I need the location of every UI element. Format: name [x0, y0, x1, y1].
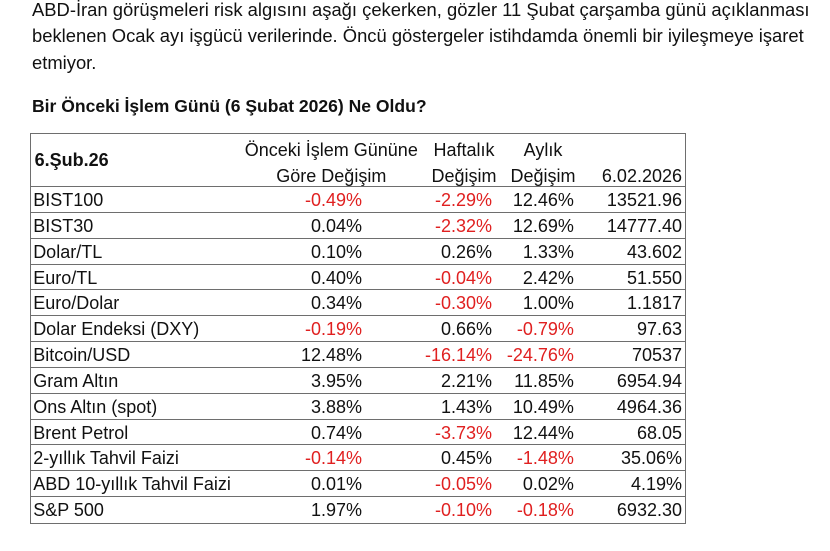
header-weekly-line-1: Haftalık	[433, 140, 495, 161]
header-weekly-change: Haftalık Değişim	[264, 138, 664, 189]
weekly-change-value: 1.43%	[440, 396, 492, 417]
table-row: Dolar/TL 0.10% 0.26% 1.33% 43.602	[31, 239, 685, 265]
daily-change-value: 0.04%	[310, 215, 362, 236]
close-value: 35.06%	[620, 448, 682, 469]
table-row: BIST100 -0.49% -2.29% 12.46% 13521.96	[31, 187, 685, 213]
daily-change-value: 0.40%	[310, 267, 362, 288]
instrument-label: Ons Altın (spot)	[33, 396, 158, 417]
monthly-change-value: 10.49%	[512, 396, 574, 417]
daily-change-value: 0.01%	[310, 474, 362, 495]
weekly-change-value: 0.26%	[440, 241, 492, 262]
instrument-label: Dolar Endeksi (DXY)	[33, 319, 200, 340]
close-value: 70537	[631, 345, 682, 366]
header-daily-line-2: Göre Değişim	[276, 165, 387, 186]
monthly-change-value: 0.02%	[522, 474, 574, 495]
weekly-change-value: 2.21%	[440, 370, 492, 391]
close-value: 97.63	[636, 319, 682, 340]
close-value: 1.1817	[626, 293, 682, 314]
instrument-label: BIST30	[33, 215, 94, 236]
close-value: 43.602	[626, 241, 682, 262]
table-row: Bitcoin/USD 12.48% -16.14% -24.76% 70537	[31, 342, 685, 368]
close-value: 4.19%	[630, 474, 682, 495]
close-value: 6932.30	[616, 500, 682, 521]
daily-change-value: -0.19%	[304, 319, 362, 340]
instrument-label: Euro/Dolar	[33, 293, 120, 314]
daily-change-value: 0.34%	[310, 293, 362, 314]
instrument-label: ABD 10-yıllık Tahvil Faizi	[33, 474, 231, 495]
market-table: 6.Şub.26 Önceki İşlem Gününe Göre Değişi…	[30, 133, 686, 524]
weekly-change-value: -0.05%	[434, 474, 492, 495]
table-row: 2-yıllık Tahvil Faizi -0.14% 0.45% -1.48…	[31, 445, 685, 472]
daily-change-value: 12.48%	[300, 345, 362, 366]
weekly-change-value: -2.29%	[434, 190, 492, 210]
instrument-label: S&P 500	[33, 500, 104, 521]
header-monthly-change: Aylık Değişim	[343, 138, 743, 189]
weekly-change-value: -3.73%	[434, 422, 492, 443]
close-value: 6954.94	[616, 370, 682, 391]
monthly-change-value: 1.33%	[522, 241, 574, 262]
header-daily-change: Önceki İşlem Gününe Göre Değişim	[131, 138, 531, 189]
daily-change-value: 0.74%	[310, 422, 362, 443]
instrument-label: Euro/TL	[33, 267, 98, 288]
intro-line-1: ABD-İran görüşmeleri risk algısını aşağı…	[32, 0, 810, 20]
weekly-change-value: -0.30%	[434, 293, 492, 314]
table-row: Euro/TL 0.40% -0.04% 2.42% 51.550	[31, 265, 685, 291]
header-close-date: 6.02.2026	[601, 165, 682, 186]
intro-line-2: beklenen Ocak ayı işgücü verilerinde. Ön…	[32, 25, 804, 47]
daily-change-value: 3.95%	[310, 370, 362, 391]
monthly-change-value: -0.79%	[516, 319, 574, 340]
table-row: Gram Altın 3.95% 2.21% 11.85% 6954.94	[31, 368, 685, 394]
header-date-label: 6.Şub.26	[34, 150, 109, 170]
daily-change-value: 3.88%	[310, 396, 362, 417]
weekly-change-value: 0.66%	[440, 319, 492, 340]
monthly-change-value: -1.48%	[516, 448, 574, 469]
weekly-change-value: -0.10%	[434, 500, 492, 521]
table-row: ABD 10-yıllık Tahvil Faizi 0.01% -0.05% …	[31, 471, 685, 498]
header-monthly-line-2: Değişim	[510, 165, 576, 186]
monthly-change-value: 12.44%	[512, 422, 574, 443]
instrument-label: BIST100	[33, 190, 104, 210]
intro-line-3: etmiyor.	[32, 51, 97, 73]
header-monthly-line-1: Aylık	[523, 140, 563, 161]
close-value: 68.05	[636, 422, 682, 443]
monthly-change-value: 11.85%	[514, 370, 574, 391]
monthly-change-value: 12.69%	[512, 215, 574, 236]
header-weekly-line-2: Değişim	[431, 165, 497, 186]
weekly-change-value: -2.32%	[434, 215, 492, 236]
close-value: 51.550	[626, 267, 682, 288]
instrument-label: Gram Altın	[33, 370, 119, 391]
monthly-change-value: 2.42%	[522, 267, 574, 288]
section-heading: Bir Önceki İşlem Günü (6 Şubat 2026) Ne …	[32, 96, 427, 116]
table-row: BIST30 0.04% -2.32% 12.69% 14777.40	[31, 213, 685, 239]
close-value: 4964.36	[616, 396, 682, 417]
table-row: Ons Altın (spot) 3.88% 1.43% 10.49% 4964…	[31, 394, 685, 420]
daily-change-value: -0.49%	[304, 190, 362, 210]
instrument-label: Bitcoin/USD	[33, 345, 131, 366]
instrument-label: 2-yıllık Tahvil Faizi	[33, 448, 179, 469]
table-row: Euro/Dolar 0.34% -0.30% 1.00% 1.1817	[31, 290, 685, 317]
monthly-change-value: -24.76%	[506, 345, 574, 366]
monthly-change-value: 1.00%	[522, 293, 574, 314]
table-header-row: 6.Şub.26 Önceki İşlem Gününe Göre Değişi…	[31, 134, 685, 187]
weekly-change-value: -16.14%	[424, 345, 492, 366]
weekly-change-value: 0.45%	[440, 448, 492, 469]
table-row: Dolar Endeksi (DXY) -0.19% 0.66% -0.79% …	[31, 316, 685, 343]
table-row: S&P 500 1.97% -0.10% -0.18% 6932.30	[31, 497, 685, 523]
table-row: Brent Petrol 0.74% -3.73% 12.44% 68.05	[31, 420, 685, 446]
instrument-label: Brent Petrol	[33, 422, 129, 443]
weekly-change-value: -0.04%	[434, 267, 492, 288]
monthly-change-value: 12.46%	[512, 190, 574, 210]
header-daily-line-1: Önceki İşlem Gününe	[244, 140, 418, 161]
daily-change-value: -0.14%	[304, 448, 362, 469]
monthly-change-value: -0.18%	[516, 500, 574, 521]
instrument-label: Dolar/TL	[33, 241, 103, 262]
daily-change-value: 1.97%	[310, 500, 362, 521]
daily-change-value: 0.10%	[310, 241, 362, 262]
intro-paragraph: ABD-İran görüşmeleri risk algısını aşağı…	[32, 0, 810, 76]
close-value: 14777.40	[606, 215, 682, 236]
close-value: 13521.96	[606, 190, 682, 210]
